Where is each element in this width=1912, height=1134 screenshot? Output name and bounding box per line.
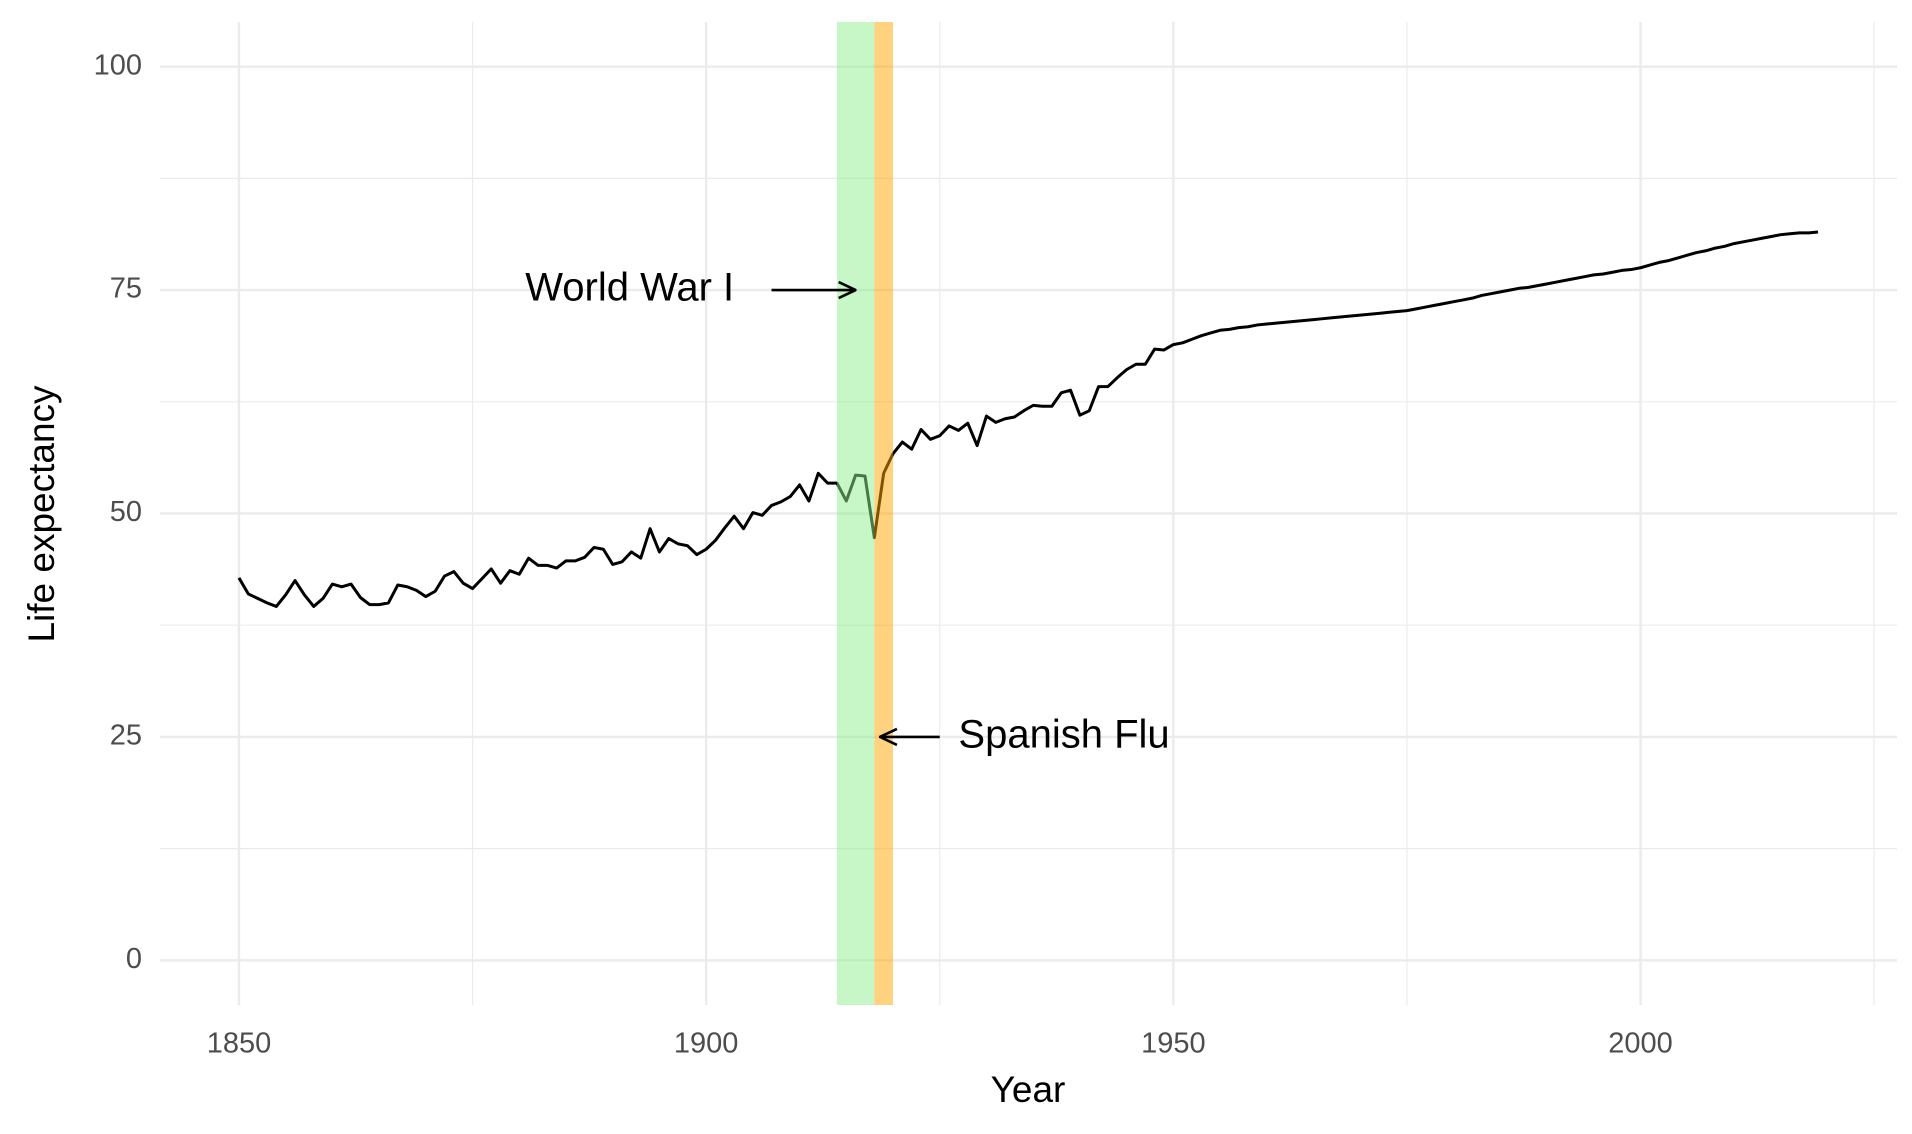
x-tick-label: 2000 (1608, 1028, 1673, 1060)
line (237, 230, 1819, 608)
grid (160, 22, 1897, 1005)
y-tick-label: 75 (110, 273, 142, 305)
y-tick-label: 100 (94, 49, 142, 81)
x-tick-label: 1850 (207, 1028, 272, 1060)
y-tick-label: 0 (126, 943, 142, 975)
y-tick-label: 25 (110, 720, 142, 752)
y-axis-title: Life expectancy (21, 385, 62, 643)
shaded-region (874, 22, 894, 1005)
x-tick-label: 1900 (674, 1028, 739, 1060)
axes: 1850 1900 1950 2000 0 25 50 75 100 (94, 49, 1673, 1059)
plot-area: World War I Spanish Flu (237, 22, 1819, 1005)
x-axis-title: Year (991, 1069, 1066, 1110)
annotation: Spanish Flu (958, 712, 1169, 756)
shaded-region (836, 22, 875, 1005)
x-tick-label: 1950 (1141, 1028, 1206, 1060)
y-tick-label: 50 (110, 496, 142, 528)
annotation: World War I (525, 266, 734, 310)
